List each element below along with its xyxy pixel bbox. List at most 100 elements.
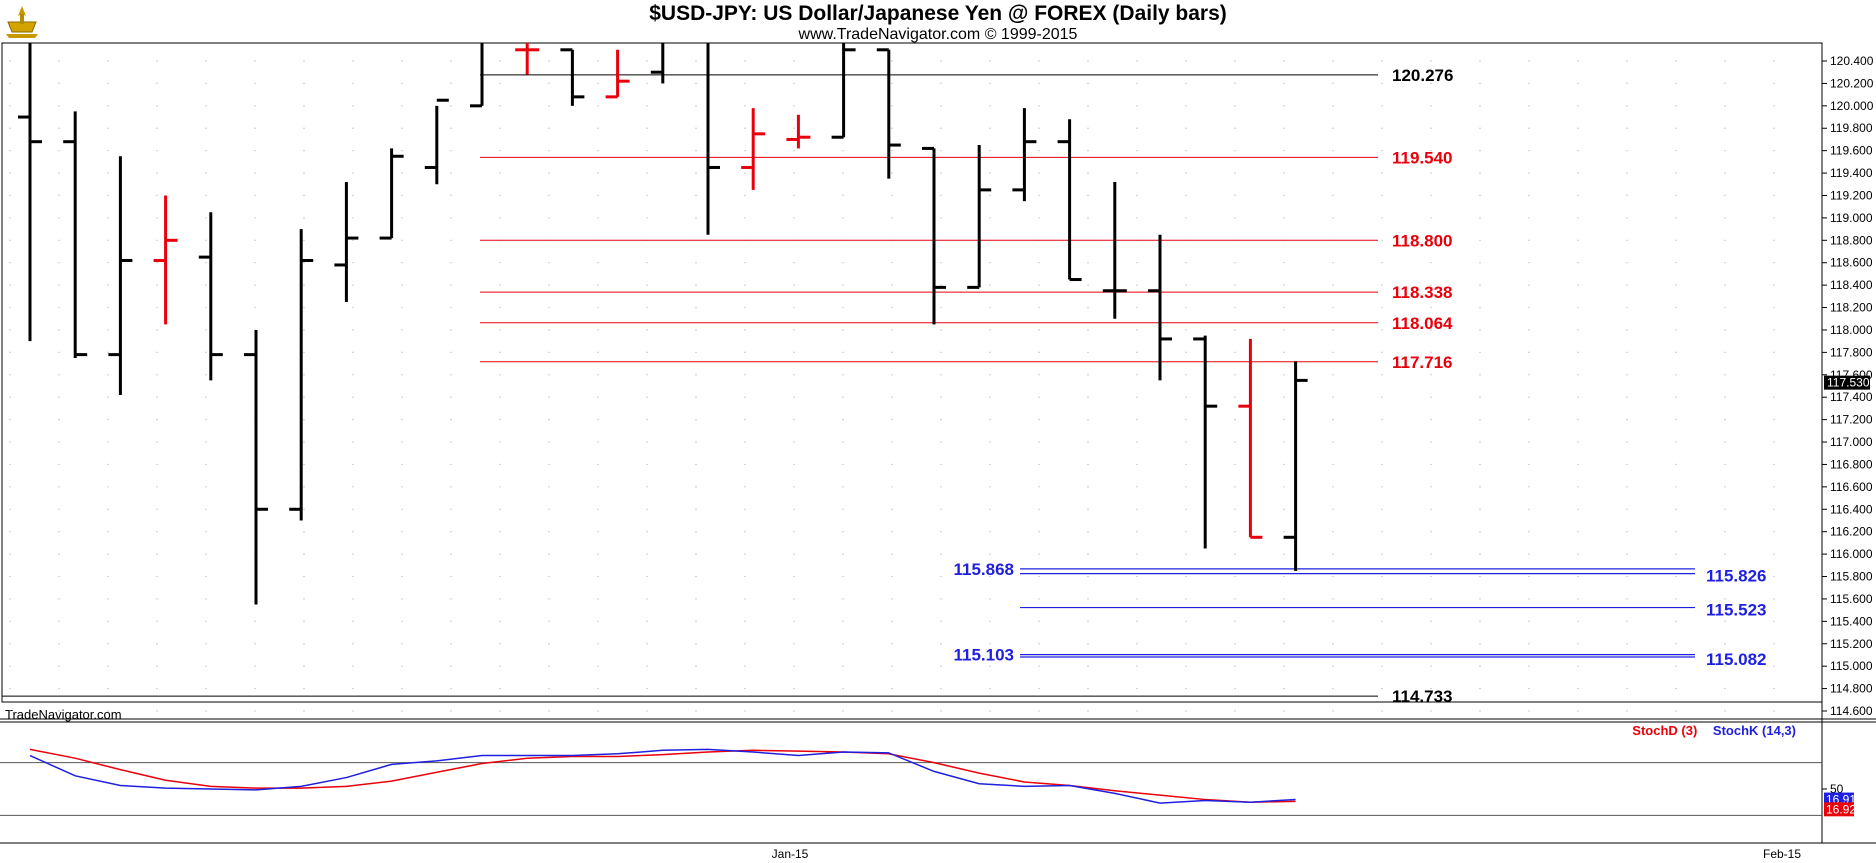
grid-dot	[744, 441, 746, 443]
grid-dot	[1430, 553, 1432, 555]
grid-dot	[695, 396, 697, 398]
grid-dot	[940, 463, 942, 466]
grid-dot	[940, 486, 942, 488]
grid-dot	[1528, 575, 1530, 578]
grid-dot	[1381, 82, 1383, 85]
grid-dot	[695, 643, 697, 645]
grid-dot	[1234, 643, 1236, 645]
grid-dot	[597, 441, 599, 443]
grid-dot	[499, 396, 501, 398]
grid-dot	[303, 643, 305, 645]
grid-dot	[1528, 508, 1530, 510]
grid-dot	[744, 486, 746, 488]
grid-dot	[548, 553, 550, 555]
grid-dot	[352, 172, 354, 174]
grid-dot	[1675, 127, 1677, 129]
grid-dot	[1185, 262, 1187, 264]
grid-dot	[744, 217, 746, 219]
grid-dot	[254, 60, 256, 62]
grid-dot	[548, 418, 550, 421]
grid-dot	[1479, 239, 1481, 242]
grid-dot	[450, 194, 452, 197]
grid-dot	[1773, 620, 1775, 623]
grid-dot	[989, 620, 991, 623]
grid-dot	[1479, 194, 1481, 197]
grid-dot	[1675, 60, 1677, 62]
grid-dot	[1185, 418, 1187, 421]
grid-dot	[1185, 105, 1187, 107]
grid-dot	[744, 82, 746, 85]
grid-dot	[254, 687, 256, 690]
grid-dot	[352, 463, 354, 466]
grid-dot	[1675, 82, 1677, 85]
grid-dot	[303, 665, 305, 667]
grid-dot	[1283, 575, 1285, 578]
grid-dot	[1038, 105, 1040, 107]
grid-dot	[205, 530, 207, 533]
stochd-last-box	[1824, 802, 1854, 817]
grid-dot	[1087, 194, 1089, 197]
grid-dot	[989, 194, 991, 197]
grid-dot	[1234, 508, 1236, 510]
grid-dot	[58, 262, 60, 264]
grid-dot	[597, 60, 599, 62]
grid-dot	[1038, 643, 1040, 645]
grid-dot	[1381, 284, 1383, 286]
grid-dot	[1136, 530, 1138, 533]
grid-dot	[548, 351, 550, 354]
grid-dot	[1087, 396, 1089, 398]
grid-dot	[205, 463, 207, 466]
grid-dot	[107, 172, 109, 174]
trade-navigator-logo-icon	[6, 6, 38, 38]
grid-dot	[1773, 553, 1775, 555]
grid-dot	[1773, 217, 1775, 219]
grid-dot	[646, 60, 648, 62]
grid-dot	[1185, 486, 1187, 488]
grid-dot	[450, 149, 452, 152]
y-tick-label: 118.000	[1830, 323, 1873, 337]
grid-dot	[401, 105, 403, 107]
grid-dot	[793, 60, 795, 62]
grid-dot	[499, 441, 501, 443]
grid-dot	[1381, 508, 1383, 510]
grid-dot	[842, 262, 844, 264]
grid-dot	[597, 149, 599, 152]
grid-dot	[548, 620, 550, 623]
grid-dot	[842, 463, 844, 466]
grid-dot	[9, 687, 11, 690]
grid-dot	[401, 598, 403, 600]
grid-dot	[1381, 351, 1383, 354]
grid-dot	[1332, 418, 1334, 421]
grid-dot	[793, 687, 795, 690]
grid-dot	[1724, 239, 1726, 242]
grid-dot	[744, 575, 746, 578]
grid-dot	[303, 82, 305, 85]
grid-dot	[9, 553, 11, 555]
grid-dot	[303, 463, 305, 466]
grid-dot	[205, 418, 207, 421]
grid-dot	[1087, 687, 1089, 690]
grid-dot	[842, 553, 844, 555]
grid-dot	[352, 329, 354, 331]
grid-dot	[940, 710, 942, 712]
grid-dot	[695, 82, 697, 85]
grid-dot	[1136, 441, 1138, 443]
grid-dot	[401, 418, 403, 421]
grid-dot	[1724, 553, 1726, 555]
grid-dot	[1234, 396, 1236, 398]
grid-dot	[1234, 620, 1236, 623]
grid-dot	[744, 306, 746, 309]
grid-dot	[548, 665, 550, 667]
grid-dot	[891, 486, 893, 488]
grid-dot	[401, 284, 403, 286]
grid-dot	[1332, 284, 1334, 286]
y-tick-label: 116.600	[1830, 480, 1873, 494]
grid-dot	[1626, 553, 1628, 555]
grid-dot	[1675, 172, 1677, 174]
grid-dot	[1430, 262, 1432, 264]
blue-level-label: 115.826	[1706, 567, 1767, 586]
y-tick-label: 119.800	[1830, 121, 1873, 135]
grid-dot	[940, 553, 942, 555]
grid-dot	[1528, 374, 1530, 376]
grid-dot	[1185, 665, 1187, 667]
